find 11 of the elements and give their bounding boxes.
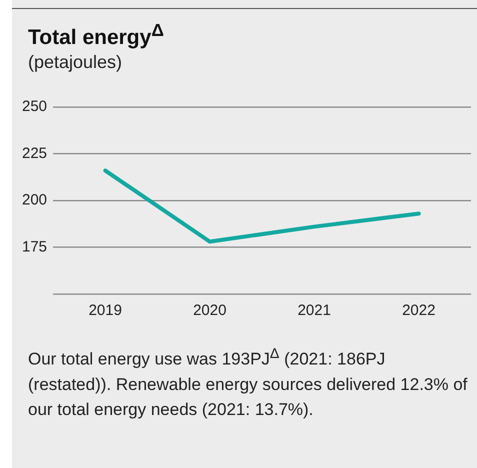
y-tick-label: 200 (22, 192, 48, 209)
chart-title: Total energy$^{Δ}$ (28, 20, 164, 50)
text: Our total energy use was 193PJ$^{Δ}$ (2021: 186PJ (restated)). Renewable energy sources delivered 12.3% of our total energy needs (2021: 13.7%). (28, 345, 468, 421)
x-tick-label: 2020 (193, 302, 226, 320)
x-tick-label: 2019 (88, 302, 122, 320)
y-tick-label: 175 (22, 238, 48, 256)
y-tick-label: 250 (22, 98, 48, 116)
x-tick-label: 2021 (298, 302, 331, 320)
chart-subtitle: (petajoules) (28, 52, 122, 73)
y-tick-label: 225 (22, 144, 48, 162)
x-tick-label: 2022 (402, 302, 436, 320)
